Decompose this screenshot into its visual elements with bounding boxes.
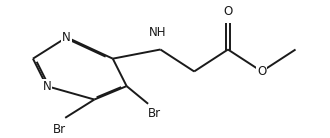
Text: O: O: [257, 65, 266, 78]
Text: Br: Br: [148, 108, 161, 120]
Text: NH: NH: [148, 26, 166, 39]
Text: N: N: [62, 31, 71, 44]
Text: N: N: [42, 80, 51, 93]
Text: Br: Br: [52, 123, 66, 136]
Text: O: O: [223, 5, 233, 18]
